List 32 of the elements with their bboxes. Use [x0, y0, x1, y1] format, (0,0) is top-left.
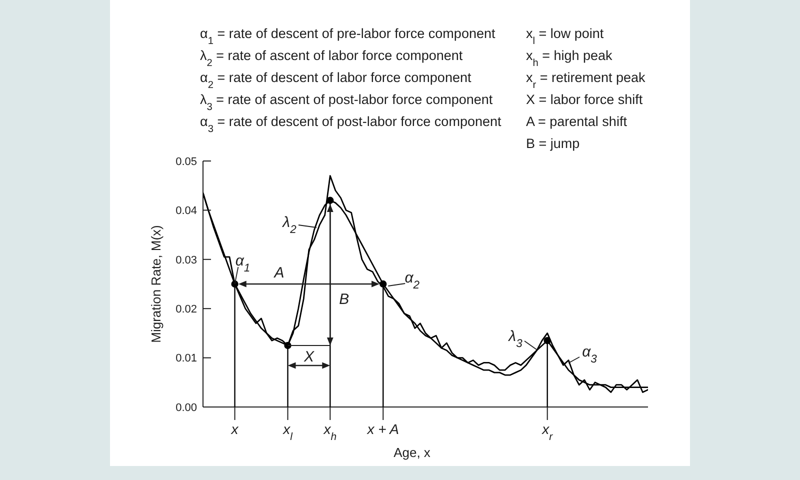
text: A = parental shift: [526, 114, 628, 129]
annotation: α$_{3}$: [582, 343, 598, 366]
y-tick-label: 0.00: [176, 402, 197, 414]
x-tick-label: x$_{l}$: [282, 420, 294, 443]
text: x$_{h}$ = high peak: [526, 48, 613, 68]
x-tick-label: x$_{r}$: [541, 420, 554, 443]
annotation: X: [302, 348, 315, 366]
text: α$_{2}$ = rate of descent of labor force component: [200, 70, 472, 90]
y-tick-label: 0.03: [176, 254, 197, 266]
annotation: α$_{2}$: [404, 269, 420, 292]
y-tick-label: 0.04: [176, 205, 197, 218]
annotation: λ$_{3}$: [508, 328, 524, 350]
text: λ$_{3}$ = rate of ascent of post-labor force component: [200, 92, 493, 112]
y-tick-label: 0.02: [176, 303, 197, 316]
y-axis-title: Migration Rate, M(x): [148, 225, 164, 343]
x-tick-label: x$_{h}$: [322, 420, 337, 443]
annotation: α$_{1}$: [235, 252, 250, 274]
x-axis-title: Age, x: [394, 445, 431, 460]
text: λ$_{2}$ = rate of ascent of labor force component: [200, 48, 463, 68]
text: B = jump: [526, 136, 580, 151]
x-tick-label: x: [230, 420, 240, 437]
text: α$_{1}$ = rate of descent of pre-labor force component: [200, 26, 496, 46]
text: X = labor force shift: [526, 92, 643, 107]
text: x$_{l}$ = low point: [526, 26, 604, 46]
annotation: λ$_{2}$: [282, 214, 298, 236]
y-tick-label: 0.01: [176, 352, 197, 365]
x-tick-label: x + A: [366, 420, 400, 437]
text: x$_{r}$ = retirement peak: [526, 70, 646, 90]
y-tick-label: 0.05: [176, 156, 197, 168]
text: α$_{3}$ = rate of descent of post-labor force component: [200, 114, 502, 134]
annotation: A: [273, 264, 284, 282]
annotation: B: [339, 291, 350, 308]
